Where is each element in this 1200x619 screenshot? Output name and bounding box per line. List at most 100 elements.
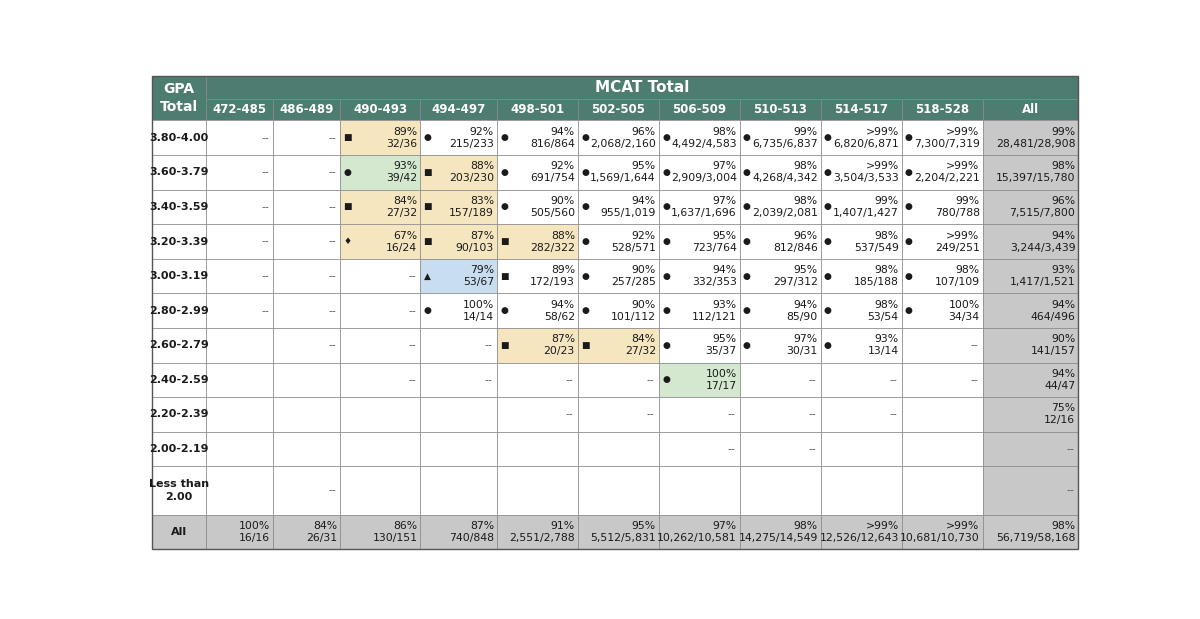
Bar <box>821 293 901 328</box>
Text: ●: ● <box>824 306 832 315</box>
Bar <box>274 328 341 363</box>
Text: 89%
32/36: 89% 32/36 <box>386 127 418 149</box>
Bar <box>341 515 420 550</box>
Text: --: -- <box>565 375 574 385</box>
Bar <box>341 328 420 363</box>
Bar <box>983 363 1079 397</box>
Text: ●: ● <box>662 341 670 350</box>
Text: ●: ● <box>905 272 913 280</box>
Text: GPA
Total: GPA Total <box>160 82 198 115</box>
Bar <box>659 189 740 224</box>
Bar <box>983 293 1079 328</box>
Text: 98%
2,039/2,081: 98% 2,039/2,081 <box>752 196 817 218</box>
Bar <box>274 363 341 397</box>
Text: 2.80-2.99: 2.80-2.99 <box>149 306 209 316</box>
Text: 92%
528/571: 92% 528/571 <box>611 230 656 253</box>
Bar <box>206 397 274 432</box>
Bar <box>151 224 206 259</box>
Bar <box>274 99 341 121</box>
Text: All: All <box>1022 103 1039 116</box>
Bar <box>151 515 206 550</box>
Text: --: -- <box>889 410 898 420</box>
Bar <box>578 155 659 189</box>
Text: 490-493: 490-493 <box>353 103 408 116</box>
Text: --: -- <box>889 375 898 385</box>
Text: 97%
30/31: 97% 30/31 <box>786 334 817 357</box>
Bar <box>578 293 659 328</box>
Text: 84%
27/32: 84% 27/32 <box>625 334 656 357</box>
Bar <box>274 466 341 515</box>
Text: --: -- <box>647 410 654 420</box>
Text: ●: ● <box>581 202 589 212</box>
Bar <box>578 189 659 224</box>
Bar <box>740 155 821 189</box>
Bar <box>740 121 821 155</box>
Text: >99%
2,204/2,221: >99% 2,204/2,221 <box>914 162 979 183</box>
Text: 99%
28,481/28,908: 99% 28,481/28,908 <box>996 127 1075 149</box>
Text: ●: ● <box>500 306 508 315</box>
Text: >99%
7,300/7,319: >99% 7,300/7,319 <box>913 127 979 149</box>
Bar <box>983 466 1079 515</box>
Text: ■: ■ <box>424 202 432 212</box>
Text: 90%
101/112: 90% 101/112 <box>611 300 656 322</box>
Text: 494-497: 494-497 <box>432 103 486 116</box>
Text: 3.40-3.59: 3.40-3.59 <box>149 202 209 212</box>
Text: ●: ● <box>905 168 913 177</box>
Text: 88%
282/322: 88% 282/322 <box>530 230 575 253</box>
Text: 84%
26/31: 84% 26/31 <box>306 521 337 543</box>
Bar <box>983 224 1079 259</box>
Text: 94%
464/496: 94% 464/496 <box>1031 300 1075 322</box>
Text: ●: ● <box>500 133 508 142</box>
Text: ●: ● <box>824 168 832 177</box>
Bar <box>497 155 578 189</box>
Text: 95%
5,512/5,831: 95% 5,512/5,831 <box>590 521 656 543</box>
Text: ●: ● <box>905 202 913 212</box>
Text: 2.60-2.79: 2.60-2.79 <box>149 340 209 350</box>
Text: 98%
15,397/15,780: 98% 15,397/15,780 <box>996 162 1075 183</box>
Bar <box>901 189 983 224</box>
Text: 3.20-3.39: 3.20-3.39 <box>149 236 209 246</box>
Bar <box>420 397 497 432</box>
Bar <box>578 432 659 466</box>
Bar <box>821 224 901 259</box>
Bar <box>497 363 578 397</box>
Bar <box>821 363 901 397</box>
Text: ●: ● <box>424 133 432 142</box>
Text: ●: ● <box>824 133 832 142</box>
Bar <box>274 293 341 328</box>
Bar <box>341 224 420 259</box>
Text: ●: ● <box>743 306 751 315</box>
Text: 94%
332/353: 94% 332/353 <box>692 265 737 287</box>
Text: 98%
4,492/4,583: 98% 4,492/4,583 <box>671 127 737 149</box>
Text: --: -- <box>565 410 574 420</box>
Bar <box>151 76 206 121</box>
Text: 95%
1,569/1,644: 95% 1,569/1,644 <box>590 162 656 183</box>
Text: 514-517: 514-517 <box>834 103 888 116</box>
Text: --: -- <box>260 167 269 178</box>
Bar <box>740 432 821 466</box>
Text: ●: ● <box>500 168 508 177</box>
Text: --: -- <box>485 375 492 385</box>
Text: 87%
20/23: 87% 20/23 <box>544 334 575 357</box>
Text: ●: ● <box>581 272 589 280</box>
Text: ▲: ▲ <box>424 272 431 280</box>
Bar <box>983 432 1079 466</box>
Bar <box>420 121 497 155</box>
Bar <box>740 99 821 121</box>
Text: ■: ■ <box>500 272 509 280</box>
Bar <box>341 155 420 189</box>
Text: 98%
14,275/14,549: 98% 14,275/14,549 <box>738 521 817 543</box>
Bar <box>578 224 659 259</box>
Bar <box>420 363 497 397</box>
Bar <box>901 224 983 259</box>
Bar <box>578 466 659 515</box>
Bar <box>659 515 740 550</box>
Bar <box>274 259 341 293</box>
Text: --: -- <box>408 306 416 316</box>
Text: ●: ● <box>581 168 589 177</box>
Bar <box>901 466 983 515</box>
Bar <box>740 363 821 397</box>
Text: --: -- <box>408 271 416 281</box>
Bar <box>578 259 659 293</box>
Bar <box>740 224 821 259</box>
